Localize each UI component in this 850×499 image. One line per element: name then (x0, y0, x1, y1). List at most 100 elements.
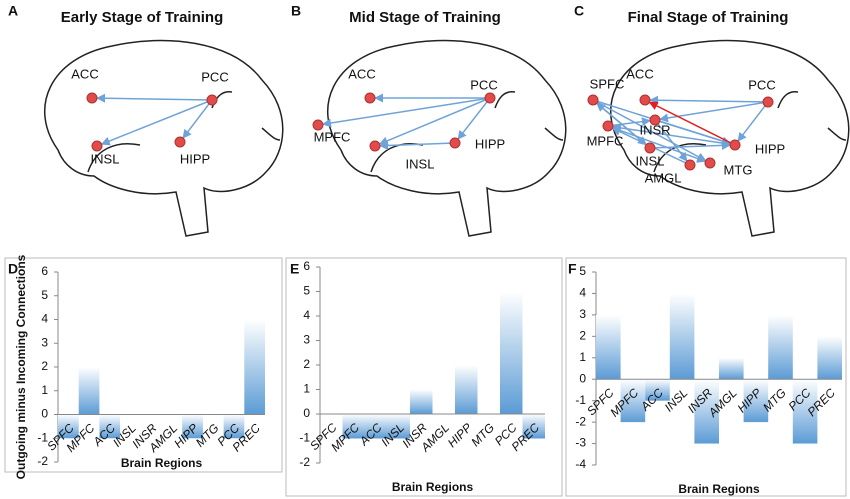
node-label: SPFC (590, 76, 625, 91)
node (484, 92, 496, 104)
y-tick-label: 5 (41, 288, 48, 302)
brain-outline (609, 39, 850, 237)
node-label: INSR (639, 122, 670, 137)
brain-sulcus (653, 91, 847, 173)
y-tick-label: 2 (41, 359, 48, 373)
y-tick-label: -1 (575, 393, 586, 407)
y-tick-label: 3 (303, 333, 310, 347)
y-tick-label: 0 (579, 371, 586, 385)
node (762, 96, 774, 108)
panel-frame (4, 257, 283, 473)
panel-title: Mid Stage of Training (349, 9, 501, 26)
arrow (379, 141, 456, 151)
node (206, 94, 218, 106)
arrow (596, 102, 651, 149)
bar (743, 379, 769, 423)
node (704, 157, 716, 169)
node-label: ACC (348, 66, 375, 81)
node (587, 94, 599, 106)
arrow (592, 99, 707, 162)
x-tick-label: MTG (468, 420, 497, 449)
arrow (100, 99, 213, 146)
arrow (322, 97, 491, 128)
node (312, 119, 324, 131)
node-label: INSL (406, 156, 435, 171)
y-tick-label: -3 (575, 436, 586, 450)
node (369, 140, 381, 152)
bar (768, 314, 793, 380)
node-label: HIPP (180, 151, 210, 166)
node-label: HIPP (755, 141, 785, 156)
arrow (737, 101, 769, 142)
node (644, 142, 656, 154)
y-tick-label: 4 (303, 308, 310, 322)
y-tick-label: 5 (579, 264, 586, 278)
arrow (96, 93, 213, 103)
node-label: PCC (201, 69, 228, 84)
y-tick-label: -2 (575, 414, 586, 428)
y-tick-label: 4 (579, 286, 586, 300)
y-tick-label: 0 (41, 407, 48, 421)
node (639, 94, 651, 106)
node-label: MTG (724, 162, 753, 177)
bar (223, 414, 245, 439)
brain-sulcus (87, 91, 281, 173)
node (364, 92, 376, 104)
y-tick-label: 0 (303, 406, 310, 420)
y-tick-label: 1 (303, 382, 310, 396)
y-tick-label: -1 (37, 430, 48, 444)
node-label: AMGL (645, 170, 682, 185)
arrow (457, 97, 491, 140)
bar (500, 291, 523, 414)
bar (817, 336, 842, 380)
node (174, 136, 186, 148)
x-tick-label: HIPP (445, 420, 475, 450)
arrow (182, 99, 213, 139)
brain-sulcus (370, 91, 564, 173)
bar (342, 414, 365, 439)
panel-letter: B (291, 3, 301, 19)
bar (387, 414, 410, 439)
y-tick-label: 6 (41, 264, 48, 278)
y-axis-label: Outgoing minus Incoming Connections (14, 254, 28, 479)
node-label: INSL (636, 153, 665, 168)
y-tick-label: 2 (579, 329, 586, 343)
node (684, 159, 696, 171)
panel-frame (565, 257, 847, 497)
arrow (659, 101, 769, 123)
brain-outline (43, 39, 284, 237)
panel-frame (285, 257, 563, 497)
brain (609, 39, 850, 237)
y-tick-label: 1 (41, 383, 48, 397)
bar (669, 293, 695, 380)
panel-letter: C (574, 3, 584, 19)
bar (99, 414, 121, 439)
arrow (654, 119, 688, 162)
arrow (612, 123, 736, 146)
bar (58, 414, 79, 439)
bar (365, 414, 388, 439)
bar (244, 319, 265, 415)
arrow (648, 101, 736, 146)
x-axis-label: Brain Regions (392, 480, 474, 494)
y-tick-label: 1 (579, 350, 586, 364)
arrow (654, 119, 732, 146)
arrow (378, 97, 491, 146)
node-label: MPFC (587, 133, 624, 148)
bar (792, 379, 818, 444)
y-tick-label: -2 (299, 455, 310, 469)
y-tick-label: -1 (299, 431, 310, 445)
y-tick-label: 5 (303, 284, 310, 298)
bar (78, 367, 100, 415)
panel-letter: E (290, 261, 299, 277)
x-axis-label: Brain Regions (121, 456, 203, 470)
panel-letter: A (8, 3, 18, 19)
bar (620, 379, 646, 423)
bar (522, 414, 545, 439)
y-tick-label: 3 (579, 307, 586, 321)
arrow (649, 140, 731, 150)
brain-outline (326, 39, 567, 237)
panel-title: Final Stage of Training (628, 9, 789, 26)
y-tick-label: 4 (41, 312, 48, 326)
